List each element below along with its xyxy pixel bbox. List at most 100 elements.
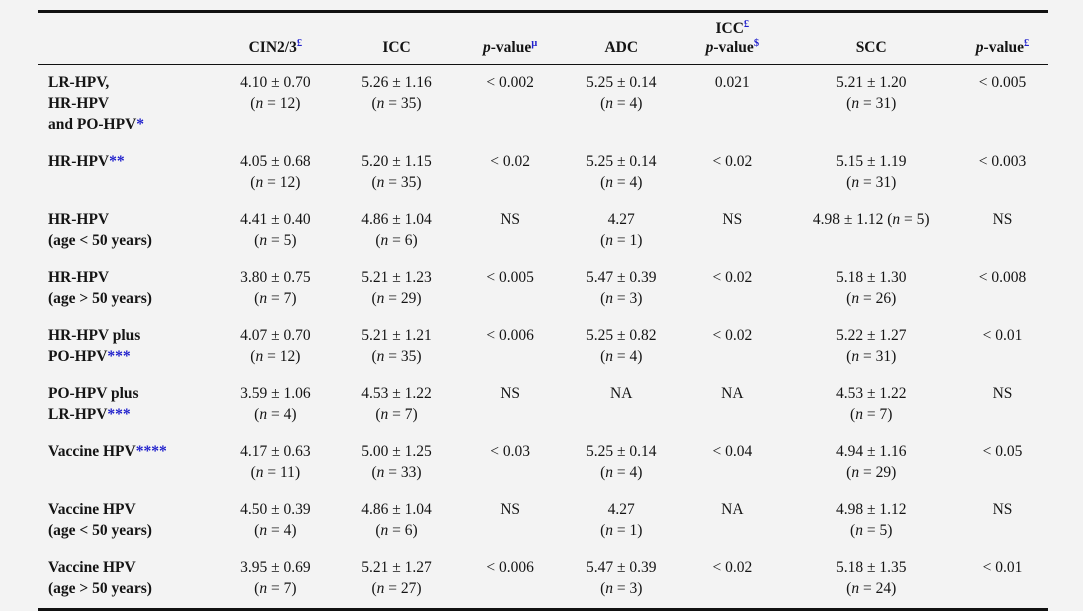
header-cell-scc: SCC bbox=[785, 12, 957, 65]
cell-value: 4.53 ± 1.22 bbox=[340, 383, 453, 404]
n-value: 4 bbox=[629, 174, 638, 191]
sample-size: (n = 12) bbox=[250, 174, 300, 191]
cell-value: NS bbox=[961, 499, 1044, 520]
paren-open: ( bbox=[254, 406, 260, 423]
n-value: 7 bbox=[283, 290, 292, 307]
n-value: 35 bbox=[400, 348, 417, 365]
header-main-line: p-value£ bbox=[961, 38, 1044, 57]
data-cell: 4.94 ± 1.16 (n = 29) bbox=[785, 434, 957, 492]
sample-size: (n = 3) bbox=[600, 580, 642, 597]
row-label: PO-HPV plus LR-HPV*** bbox=[38, 376, 215, 434]
cell-value-text: 5.20 ± 1.15 bbox=[361, 153, 432, 170]
cell-n-line: (n = 1) bbox=[567, 230, 675, 251]
row-label-text: (age > 50 years) bbox=[48, 580, 152, 597]
n-value: 35 bbox=[400, 95, 417, 112]
header-cell-p-value-mu: p-valueµ bbox=[457, 12, 563, 65]
data-cell: 4.41 ± 0.40 (n = 5) bbox=[215, 202, 336, 260]
data-cell: 4.86 ± 1.04 (n = 6) bbox=[336, 492, 457, 550]
n-value: 4 bbox=[629, 348, 638, 365]
n-value: 4 bbox=[629, 464, 638, 481]
paren-close: ) bbox=[891, 464, 897, 481]
cell-n-line: (n = 31) bbox=[789, 346, 953, 367]
row-label-line: Vaccine HPV bbox=[48, 557, 211, 578]
paren-open: ( bbox=[600, 95, 606, 112]
equals: = bbox=[263, 174, 280, 191]
n-symbol: n bbox=[605, 95, 613, 112]
data-cell: NS bbox=[957, 202, 1048, 260]
cell-value: < 0.05 bbox=[961, 441, 1044, 462]
paren-open: ( bbox=[887, 211, 893, 228]
cell-value-text: < 0.02 bbox=[712, 327, 753, 344]
paren-close: ) bbox=[294, 464, 301, 481]
data-cell: < 0.03 bbox=[457, 434, 563, 492]
equals: = bbox=[384, 464, 401, 481]
cell-value-text: NS bbox=[500, 385, 521, 402]
paren-close: ) bbox=[637, 290, 643, 307]
cell-value-text: < 0.05 bbox=[982, 443, 1023, 460]
header-cell-icc: ICC bbox=[336, 12, 457, 65]
footnote-asterisks: *** bbox=[107, 406, 131, 423]
data-cell: 5.25 ± 0.14 (n = 4) bbox=[563, 144, 679, 202]
data-cell: NS bbox=[679, 202, 785, 260]
data-cell: 5.21 ± 1.21 (n = 35) bbox=[336, 318, 457, 376]
paren-close: ) bbox=[416, 174, 422, 191]
n-symbol: n bbox=[259, 232, 268, 249]
row-label-text: (age < 50 years) bbox=[48, 522, 152, 539]
data-cell: < 0.006 bbox=[457, 318, 563, 376]
footnote-asterisks: ** bbox=[109, 153, 125, 170]
cell-value: 5.26 ± 1.16 bbox=[340, 72, 453, 93]
data-cell: < 0.003 bbox=[957, 144, 1048, 202]
cell-value-text: 5.47 ± 0.39 bbox=[585, 559, 657, 576]
data-cell: < 0.01 bbox=[957, 318, 1048, 376]
cell-value: 4.53 ± 1.22 bbox=[789, 383, 953, 404]
sample-size: (n = 31) bbox=[846, 95, 896, 112]
n-symbol: n bbox=[376, 464, 385, 481]
cell-value: 5.18 ± 1.35 bbox=[789, 557, 953, 578]
cell-value: NS bbox=[461, 209, 559, 230]
data-cell: 5.25 ± 0.14 (n = 4) bbox=[563, 434, 679, 492]
data-cell: NA bbox=[679, 492, 785, 550]
n-symbol: n bbox=[380, 232, 389, 249]
cell-value: 4.10 ± 0.70 bbox=[219, 72, 332, 93]
cell-value-text: NA bbox=[721, 501, 744, 518]
header-cell-rowlabel bbox=[38, 12, 215, 65]
data-cell: 4.98 ± 1.12 (n = 5) bbox=[785, 492, 957, 550]
sample-size: (n = 4) bbox=[600, 348, 642, 365]
cell-value: NS bbox=[683, 209, 781, 230]
cell-value: 5.20 ± 1.15 bbox=[340, 151, 453, 172]
header-main-line: ADC bbox=[567, 38, 675, 57]
header-main-line: p-valueµ bbox=[461, 38, 559, 57]
n-symbol: n bbox=[605, 464, 613, 481]
row-label: Vaccine HPV (age > 50 years) bbox=[38, 550, 215, 610]
data-cell: < 0.01 bbox=[957, 550, 1048, 610]
cell-value-text: < 0.03 bbox=[490, 443, 531, 460]
data-cell: < 0.005 bbox=[957, 65, 1048, 145]
paren-open: ( bbox=[250, 464, 256, 481]
sample-size: (n = 4) bbox=[600, 174, 642, 191]
paren-close: ) bbox=[412, 406, 418, 423]
n-value: 31 bbox=[875, 174, 892, 191]
header-cell-icc-p-value: ICC£ p-value$ bbox=[679, 12, 785, 65]
data-cell: 4.27 (n = 1) bbox=[563, 492, 679, 550]
n-symbol: n bbox=[380, 522, 389, 539]
n-value: 27 bbox=[400, 580, 417, 597]
paren-open: ( bbox=[850, 406, 856, 423]
n-value: 3 bbox=[629, 290, 638, 307]
data-cell: 4.53 ± 1.22 (n = 7) bbox=[336, 376, 457, 434]
cell-value-text: 4.10 ± 0.70 bbox=[240, 74, 311, 91]
sample-size: (n = 6) bbox=[375, 522, 417, 539]
row-label-line: HR-HPV bbox=[48, 209, 211, 230]
data-cell: 5.18 ± 1.30 (n = 26) bbox=[785, 260, 957, 318]
cell-value-text: 5.22 ± 1.27 bbox=[835, 327, 907, 344]
paren-close: ) bbox=[891, 290, 897, 307]
row-label-line: LR-HPV, bbox=[48, 72, 211, 93]
paren-open: ( bbox=[250, 95, 256, 112]
header-main-line: ICC bbox=[340, 38, 453, 57]
header-label: -value bbox=[490, 39, 532, 56]
cell-value: 3.95 ± 0.69 bbox=[219, 557, 332, 578]
cell-value: 5.21 ± 1.20 bbox=[789, 72, 953, 93]
cell-n-line: (n = 11) bbox=[219, 462, 332, 483]
row-label-line: (age < 50 years) bbox=[48, 230, 211, 251]
data-cell: 0.021 bbox=[679, 65, 785, 145]
paren-close: ) bbox=[887, 406, 893, 423]
